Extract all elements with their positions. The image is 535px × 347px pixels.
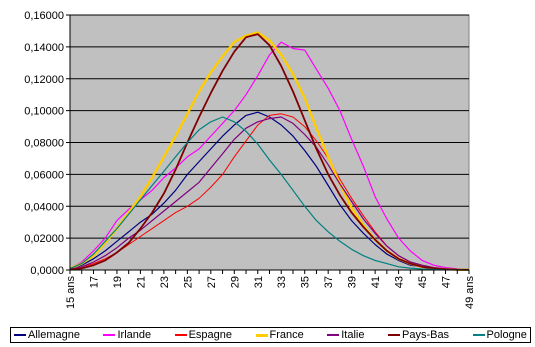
legend-item: Pologne — [472, 329, 527, 341]
legend-label: Irlande — [117, 329, 152, 341]
legend-swatch — [472, 334, 485, 336]
legend-swatch — [387, 334, 400, 336]
legend-label: Pologne — [486, 329, 527, 341]
x-tick-label: 21 — [135, 276, 147, 288]
y-tick-label: 0,02000 — [24, 233, 64, 245]
x-tick-label: 17 — [88, 276, 100, 288]
legend: Allemagne Irlande Espagne France Italie Pays-… — [10, 327, 531, 343]
y-tick-label: 0,0000 — [30, 265, 64, 277]
y-axis: 0,0000 0,02000 0,04000 0,06000 0,08000 0,1000… — [24, 10, 71, 277]
x-tick-label: 41 — [370, 276, 382, 288]
series-line-pays-bas — [69, 33, 470, 271]
x-tick-label: 33 — [276, 276, 288, 288]
series-line-pologne — [69, 116, 470, 271]
x-tick-label: 27 — [206, 276, 218, 288]
legend-label: France — [269, 329, 304, 341]
legend-label: Allemagne — [28, 329, 80, 341]
x-axis: 15 ans 17 19 21 23 25 27 29 31 33 35 37 39 41 43 45 47 49… — [65, 269, 476, 310]
y-tick-label: 0,12000 — [24, 74, 64, 86]
legend-item: Allemagne — [14, 329, 80, 341]
legend-item: France — [255, 329, 304, 341]
y-tick-label: 0,16000 — [24, 10, 64, 22]
x-tick-label: 31 — [253, 276, 265, 288]
x-tick-label: 23 — [159, 276, 171, 288]
x-tick-label: 15 ans — [65, 276, 77, 310]
x-tick-label: 19 — [112, 276, 124, 288]
x-tick-label: 35 — [300, 276, 312, 288]
x-tick-label: 45 — [417, 276, 429, 288]
x-tick-label: 39 — [347, 276, 359, 288]
y-tick-label: 0,04000 — [24, 201, 64, 213]
legend-item: Espagne — [174, 329, 233, 341]
y-tick-label: 0,10000 — [24, 106, 64, 118]
legend-swatch — [327, 334, 340, 336]
legend-label: Pays-Bas — [401, 329, 450, 341]
x-tick-label: 25 — [182, 276, 194, 288]
y-tick-label: 0,06000 — [24, 169, 64, 181]
series-lines — [69, 31, 470, 271]
y-tick-label: 0,14000 — [24, 42, 64, 54]
legend-swatch — [14, 334, 26, 336]
x-tick-label: 49 ans — [464, 276, 476, 310]
legend-item: Pays-Bas — [387, 329, 450, 341]
series-line-allemagne — [69, 111, 470, 271]
legend-label: Italie — [341, 329, 365, 341]
x-tick-label: 43 — [394, 276, 406, 288]
legend-label: Espagne — [188, 329, 233, 341]
legend-item: Irlande — [103, 329, 151, 341]
legend-swatch — [174, 334, 187, 336]
x-tick-label: 47 — [441, 276, 453, 288]
x-tick-label: 37 — [323, 276, 335, 288]
legend-item: Italie — [327, 329, 365, 341]
x-tick-label: 29 — [229, 276, 241, 288]
legend-swatch — [103, 334, 116, 336]
legend-swatch — [255, 333, 268, 337]
y-tick-label: 0,08000 — [24, 138, 64, 150]
